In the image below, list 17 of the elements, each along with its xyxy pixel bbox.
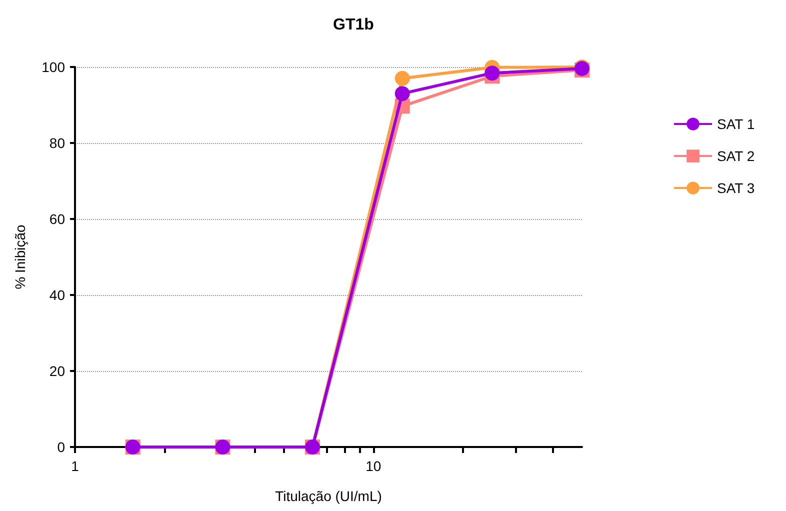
y-tick-label: 80 (49, 135, 66, 151)
legend-label: SAT 2 (717, 148, 755, 164)
y-tick-label: 0 (57, 439, 66, 455)
y-tick-label: 40 (49, 287, 66, 303)
point (484, 66, 500, 81)
point (394, 86, 410, 102)
y-tick-label: 100 (42, 59, 66, 75)
x-tick-label: 10 (366, 458, 382, 474)
y-axis-title: % Inibição (12, 224, 28, 290)
legend-label: SAT 3 (717, 180, 755, 196)
y-tick-label: 20 (49, 363, 66, 379)
chart-title: GT1b (333, 16, 374, 34)
x-axis-title: Titulação (UI/mL) (275, 488, 382, 504)
legend-label: SAT 1 (717, 116, 755, 132)
x-tick-label: 1 (71, 458, 80, 474)
y-tick-label: 60 (49, 211, 66, 227)
point (394, 70, 410, 86)
